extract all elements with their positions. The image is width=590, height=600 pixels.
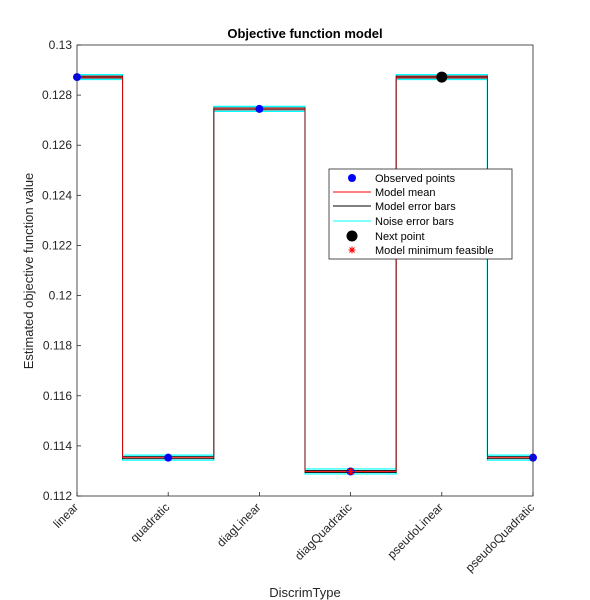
y-tick-label: 0.114 xyxy=(43,439,72,453)
legend-marker-next-point xyxy=(346,230,358,242)
legend-label-observed-points: Observed points xyxy=(375,173,456,185)
legend-entry-model-mean: Model mean xyxy=(333,187,436,199)
legend-label-noise-error-bars: Noise error bars xyxy=(375,216,454,228)
y-axis-label: Estimated objective function value xyxy=(21,173,36,370)
y-tick-label: 0.13 xyxy=(49,38,73,52)
y-tick-label: 0.12 xyxy=(49,289,73,303)
legend-label-next-point: Next point xyxy=(375,231,425,243)
chart-title: Objective function model xyxy=(227,26,382,41)
x-axis-label: DiscrimType xyxy=(269,585,341,600)
y-tick-label: 0.124 xyxy=(42,188,72,202)
legend-marker-observed-points xyxy=(348,174,356,182)
axes-box xyxy=(76,44,534,497)
legend-entry-model-minimum-feasible: Model minimum feasible xyxy=(348,245,494,257)
legend-label-model-minimum-feasible: Model minimum feasible xyxy=(375,245,494,257)
legend-entry-model-error-bars: Model error bars xyxy=(333,201,456,213)
legend-label-model-mean: Model mean xyxy=(375,187,436,199)
legend-box xyxy=(328,168,513,260)
y-ticks-layer: 0.112 0.114 0.116 0.118 0.12 0.122 0.124 0.126 0… xyxy=(42,38,81,503)
y-tick-label: 0.118 xyxy=(43,339,72,353)
legend-entry-next-point: Next point xyxy=(346,230,425,243)
y-tick-label: 0.128 xyxy=(42,88,72,102)
observed-point-quadratic xyxy=(164,453,173,462)
legend-entry-observed-points: Observed points xyxy=(348,173,456,185)
observed-point-diagLinear xyxy=(255,104,264,113)
y-tick-label: 0.126 xyxy=(42,138,72,152)
next-point-marker xyxy=(436,71,448,83)
asterisk-stroke-3 xyxy=(347,468,354,475)
model-mean-line xyxy=(77,76,533,472)
legend-marker-model-minimum-feasible xyxy=(348,246,356,254)
y-tick-label: 0.122 xyxy=(42,238,72,252)
legend-label-model-error-bars: Model error bars xyxy=(375,201,456,213)
y-tick-label: 0.112 xyxy=(43,489,72,503)
legend: Observed points Model mean Model error b… xyxy=(328,168,513,260)
model-mean-layer xyxy=(77,76,533,472)
legend-entry-noise-error-bars: Noise error bars xyxy=(333,216,454,228)
model-minimum-feasible-marker xyxy=(347,467,355,475)
y-tick-label: 0.116 xyxy=(43,389,72,403)
